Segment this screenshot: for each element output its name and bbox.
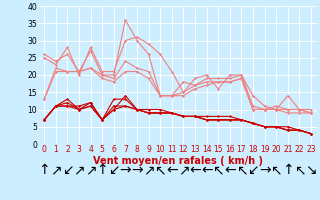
X-axis label: Vent moyen/en rafales ( km/h ): Vent moyen/en rafales ( km/h ) bbox=[92, 156, 263, 166]
